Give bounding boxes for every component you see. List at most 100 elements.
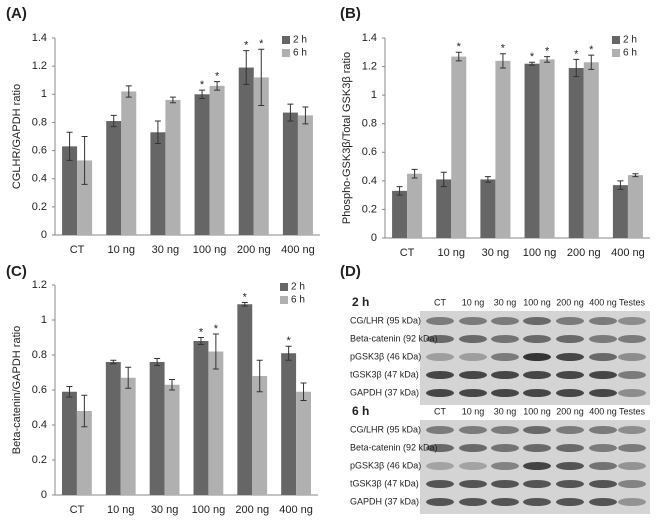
error-bar xyxy=(411,168,418,179)
significance-mark: * xyxy=(215,71,220,83)
band xyxy=(426,462,454,470)
bar xyxy=(451,56,467,239)
legend-label: 2 h xyxy=(293,35,307,46)
band xyxy=(459,389,487,397)
significance-mark: * xyxy=(457,41,462,53)
error-bar xyxy=(529,61,536,66)
band xyxy=(426,426,454,434)
legend-swatch xyxy=(282,36,290,44)
y-tick-label: 1.2 xyxy=(32,279,47,291)
significance-mark: * xyxy=(214,323,219,335)
significance-mark: * xyxy=(243,291,248,303)
bar xyxy=(209,85,225,235)
panel-label: (C) xyxy=(6,263,27,280)
x-tick-label: 100 ng xyxy=(192,504,226,516)
lane-label: 10 ng xyxy=(462,406,485,416)
band xyxy=(459,462,487,470)
lane-label: 10 ng xyxy=(462,297,485,307)
band xyxy=(618,371,646,379)
y-tick-label: 0.4 xyxy=(32,173,47,185)
legend-swatch xyxy=(282,49,290,57)
row-label: CG/LHR (95 kDa) xyxy=(350,315,421,325)
x-tick-label: 30 ng xyxy=(151,504,179,516)
band xyxy=(459,353,487,361)
band xyxy=(618,444,646,452)
error-bar xyxy=(154,120,161,145)
row-label: pGSK3β (46 kDa) xyxy=(350,460,421,470)
x-tick-label: 200 ng xyxy=(235,504,269,516)
y-tick-label: 1.2 xyxy=(32,60,47,72)
band xyxy=(426,498,454,506)
lane-label: Testes xyxy=(619,297,646,307)
significance-mark: * xyxy=(259,38,264,50)
error-bar xyxy=(484,176,491,183)
significance-mark: * xyxy=(200,79,205,91)
bar xyxy=(627,175,643,238)
band xyxy=(589,462,617,470)
y-tick-label: 1.4 xyxy=(32,32,47,44)
error-bar xyxy=(81,136,88,185)
y-tick-label: 0.2 xyxy=(362,203,377,215)
lane-label: 400 ng xyxy=(589,406,617,416)
y-tick-label: 1 xyxy=(41,88,47,100)
band xyxy=(459,371,487,379)
x-tick-label: 400 ng xyxy=(279,504,313,516)
bar xyxy=(106,121,122,235)
error-bar xyxy=(169,379,176,391)
error-bar xyxy=(110,114,117,128)
band xyxy=(491,371,519,379)
legend-label: 6 h xyxy=(623,48,637,59)
error-bar xyxy=(154,358,161,366)
band xyxy=(523,335,551,343)
band xyxy=(491,389,519,397)
bar xyxy=(150,132,166,235)
x-tick-label: 10 ng xyxy=(107,244,135,256)
error-bar xyxy=(300,382,307,401)
band xyxy=(523,371,551,379)
panel-label: (B) xyxy=(340,5,361,22)
error-bar xyxy=(302,106,309,125)
y-tick-label: 0.4 xyxy=(32,419,47,431)
lane-label: 400 ng xyxy=(589,297,617,307)
bar xyxy=(436,179,452,238)
x-tick-label: CT xyxy=(70,504,85,516)
bar xyxy=(297,115,313,235)
band xyxy=(556,462,584,470)
error-bar xyxy=(66,386,73,398)
band xyxy=(426,353,454,361)
band xyxy=(618,389,646,397)
bar xyxy=(76,411,92,495)
bar xyxy=(165,99,181,236)
error-bar xyxy=(285,345,292,361)
error-bar xyxy=(125,85,132,98)
bar xyxy=(208,351,224,495)
band xyxy=(556,498,584,506)
significance-mark: * xyxy=(244,40,249,52)
error-bar xyxy=(632,173,639,178)
bar xyxy=(480,179,496,238)
band xyxy=(589,389,617,397)
band xyxy=(459,444,487,452)
blot-title: 6 h xyxy=(352,404,369,418)
lane-label: 100 ng xyxy=(523,406,551,416)
significance-mark: * xyxy=(589,44,594,56)
band xyxy=(618,317,646,325)
band xyxy=(556,389,584,397)
bar xyxy=(568,68,584,238)
y-tick-label: 0 xyxy=(371,232,377,244)
band xyxy=(556,353,584,361)
band xyxy=(459,335,487,343)
panel-label: (A) xyxy=(6,5,27,22)
error-bar xyxy=(243,50,250,85)
blot-title: 2 h xyxy=(352,295,369,309)
band xyxy=(491,498,519,506)
lane-label: 30 ng xyxy=(494,297,517,307)
error-bar xyxy=(573,58,580,78)
x-tick-label: 100 ng xyxy=(523,247,557,259)
y-tick-label: 0.4 xyxy=(362,175,377,187)
band xyxy=(556,371,584,379)
x-tick-label: 200 ng xyxy=(237,244,271,256)
band xyxy=(426,335,454,343)
bar xyxy=(296,391,311,495)
bar xyxy=(120,377,136,495)
